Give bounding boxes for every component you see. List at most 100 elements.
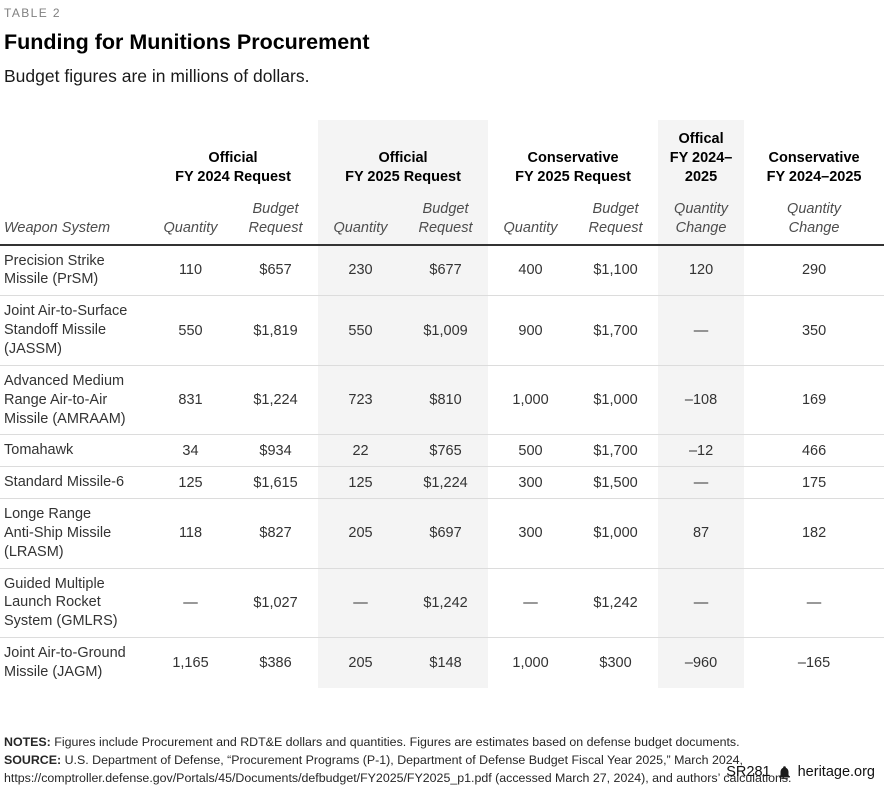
- cell-value: 169: [744, 364, 884, 435]
- munitions-procurement-table: Official FY 2024 Request Official FY 202…: [0, 120, 884, 688]
- cell-value: 182: [744, 498, 884, 569]
- cell-value: —: [488, 567, 574, 638]
- cell-value: 550: [318, 295, 404, 366]
- cell-value: $677: [403, 244, 489, 296]
- cell-value: $1,224: [233, 364, 319, 435]
- table-row: Precision Strike Missile (PrSM) 110 $657…: [0, 244, 884, 296]
- cell-value: 110: [178, 262, 203, 279]
- blank-corner-cell: [0, 120, 148, 200]
- cell-value: 120: [658, 244, 745, 296]
- group-header-official-fy2025: Official FY 2025 Request: [318, 120, 489, 201]
- cell-value: $1,009: [403, 295, 489, 366]
- cell-value: $697: [403, 498, 489, 569]
- cell-value: $657: [259, 262, 292, 279]
- cell-value: 400: [518, 262, 543, 279]
- notes-line: NOTES: Figures include Procurement and R…: [4, 734, 876, 752]
- cell-value: –12: [658, 434, 745, 467]
- cell-value: 831: [148, 364, 233, 435]
- column-header-budget-fy2025: Budget Request: [403, 200, 489, 246]
- cell-value: 290: [801, 262, 827, 279]
- cell-value: 175: [744, 466, 884, 499]
- cell-value: $934: [233, 434, 319, 467]
- weapon-name: Advanced Medium Range Air-to-Air Missile…: [0, 364, 148, 435]
- column-header-budget-fy2024: Budget Request: [233, 200, 319, 246]
- cell-value: —: [658, 567, 745, 638]
- source-label: SOURCE:: [4, 752, 62, 767]
- cell-value: 87: [658, 498, 745, 569]
- cell-value: –165: [744, 637, 884, 688]
- group-header-offical-fy2024-2025: Offical FY 2024– 2025: [658, 120, 745, 201]
- cell-value: $1,027: [233, 567, 319, 638]
- cell-value: $386: [233, 637, 319, 688]
- cell-value: $1,500: [573, 466, 659, 499]
- table-number-label: TABLE 2: [4, 6, 61, 20]
- column-header-weapon-system: Weapon System: [0, 200, 148, 246]
- cell-value: —: [658, 295, 745, 366]
- cell-value: —: [148, 567, 233, 638]
- table-row: Joint Air-to-Surface Standoff Missile (J…: [0, 295, 884, 366]
- cell-value: $827: [233, 498, 319, 569]
- cell-value: 350: [744, 295, 884, 366]
- weapon-name: Tomahawk: [0, 434, 148, 467]
- cell-value: $300: [573, 637, 659, 688]
- cell-value: 205: [318, 637, 404, 688]
- cell-value: 1,000: [488, 364, 574, 435]
- column-header-quantity-fy2024: Quantity: [148, 200, 233, 246]
- cell-value: 300: [488, 498, 574, 569]
- column-subheader-row: Weapon System Quantity Budget Request Qu…: [0, 200, 884, 246]
- cell-value: $1,000: [573, 498, 659, 569]
- cell-value: —: [318, 567, 404, 638]
- cell-value: $1,700: [573, 295, 659, 366]
- report-id: SR281: [726, 764, 771, 780]
- cell-value: –108: [658, 364, 745, 435]
- cell-value: 900: [488, 295, 574, 366]
- cell-value: $810: [403, 364, 489, 435]
- cell-value: 125: [318, 466, 404, 499]
- cell-value: 300: [488, 466, 574, 499]
- table-row: Guided Multiple Launch Rocket System (GM…: [0, 567, 884, 638]
- cell-value: $765: [403, 434, 489, 467]
- column-group-header-row: Official FY 2024 Request Official FY 202…: [0, 120, 884, 201]
- cell-value: 466: [744, 434, 884, 467]
- group-header-official-fy2024: Official FY 2024 Request: [175, 150, 291, 186]
- column-header-quantity-cons-fy2025: Quantity: [488, 200, 574, 246]
- weapon-name: Longe Range Anti-Ship Missile (LRASM): [0, 498, 148, 569]
- weapon-name: Joint Air-to-Surface Standoff Missile (J…: [0, 295, 148, 366]
- footer-site-link[interactable]: heritage.org: [797, 764, 875, 780]
- page-title: Funding for Munitions Procurement: [4, 30, 370, 54]
- cell-value: $148: [403, 637, 489, 688]
- table-row: Standard Missile-6 125 $1,615 125 $1,224…: [0, 466, 884, 499]
- cell-value: $1,000: [573, 364, 659, 435]
- cell-value: —: [658, 466, 745, 499]
- column-header-budget-cons-fy2025: Budget Request: [573, 200, 659, 246]
- group-header-conservative-fy2025: Conservative FY 2025 Request: [515, 150, 631, 186]
- heritage-bell-icon: [777, 765, 792, 780]
- cell-value: $1,242: [403, 567, 489, 638]
- cell-value: $1,819: [233, 295, 319, 366]
- weapon-name: Joint Air-to-Ground Missile (JAGM): [0, 637, 148, 688]
- page-footer: SR281 heritage.org: [726, 764, 875, 780]
- weapon-name: Precision Strike Missile (PrSM): [4, 252, 105, 288]
- table-row: Longe Range Anti-Ship Missile (LRASM) 11…: [0, 498, 884, 569]
- notes-text: Figures include Procurement and RDT&E do…: [54, 734, 740, 749]
- cell-value: 34: [148, 434, 233, 467]
- source-line: SOURCE: U.S. Department of Defense, “Pro…: [4, 752, 876, 788]
- page-subtitle: Budget figures are in millions of dollar…: [4, 66, 310, 86]
- source-text: U.S. Department of Defense, “Procurement…: [4, 752, 792, 785]
- table-row: Advanced Medium Range Air-to-Air Missile…: [0, 364, 884, 435]
- cell-value: 118: [148, 498, 233, 569]
- cell-value: 205: [318, 498, 404, 569]
- weapon-name: Guided Multiple Launch Rocket System (GM…: [0, 567, 148, 638]
- cell-value: $1,224: [403, 466, 489, 499]
- notes-block: NOTES: Figures include Procurement and R…: [4, 734, 876, 788]
- cell-value: —: [744, 567, 884, 638]
- cell-value: 230: [318, 244, 404, 296]
- column-header-quantity-change-conservative: Quantity Change: [744, 200, 884, 246]
- cell-value: 22: [318, 434, 404, 467]
- cell-value: 550: [148, 295, 233, 366]
- column-header-quantity-change-offical: Quantity Change: [658, 200, 745, 246]
- cell-value: $1,700: [573, 434, 659, 467]
- cell-value: 1,000: [488, 637, 574, 688]
- cell-value: $1,242: [573, 567, 659, 638]
